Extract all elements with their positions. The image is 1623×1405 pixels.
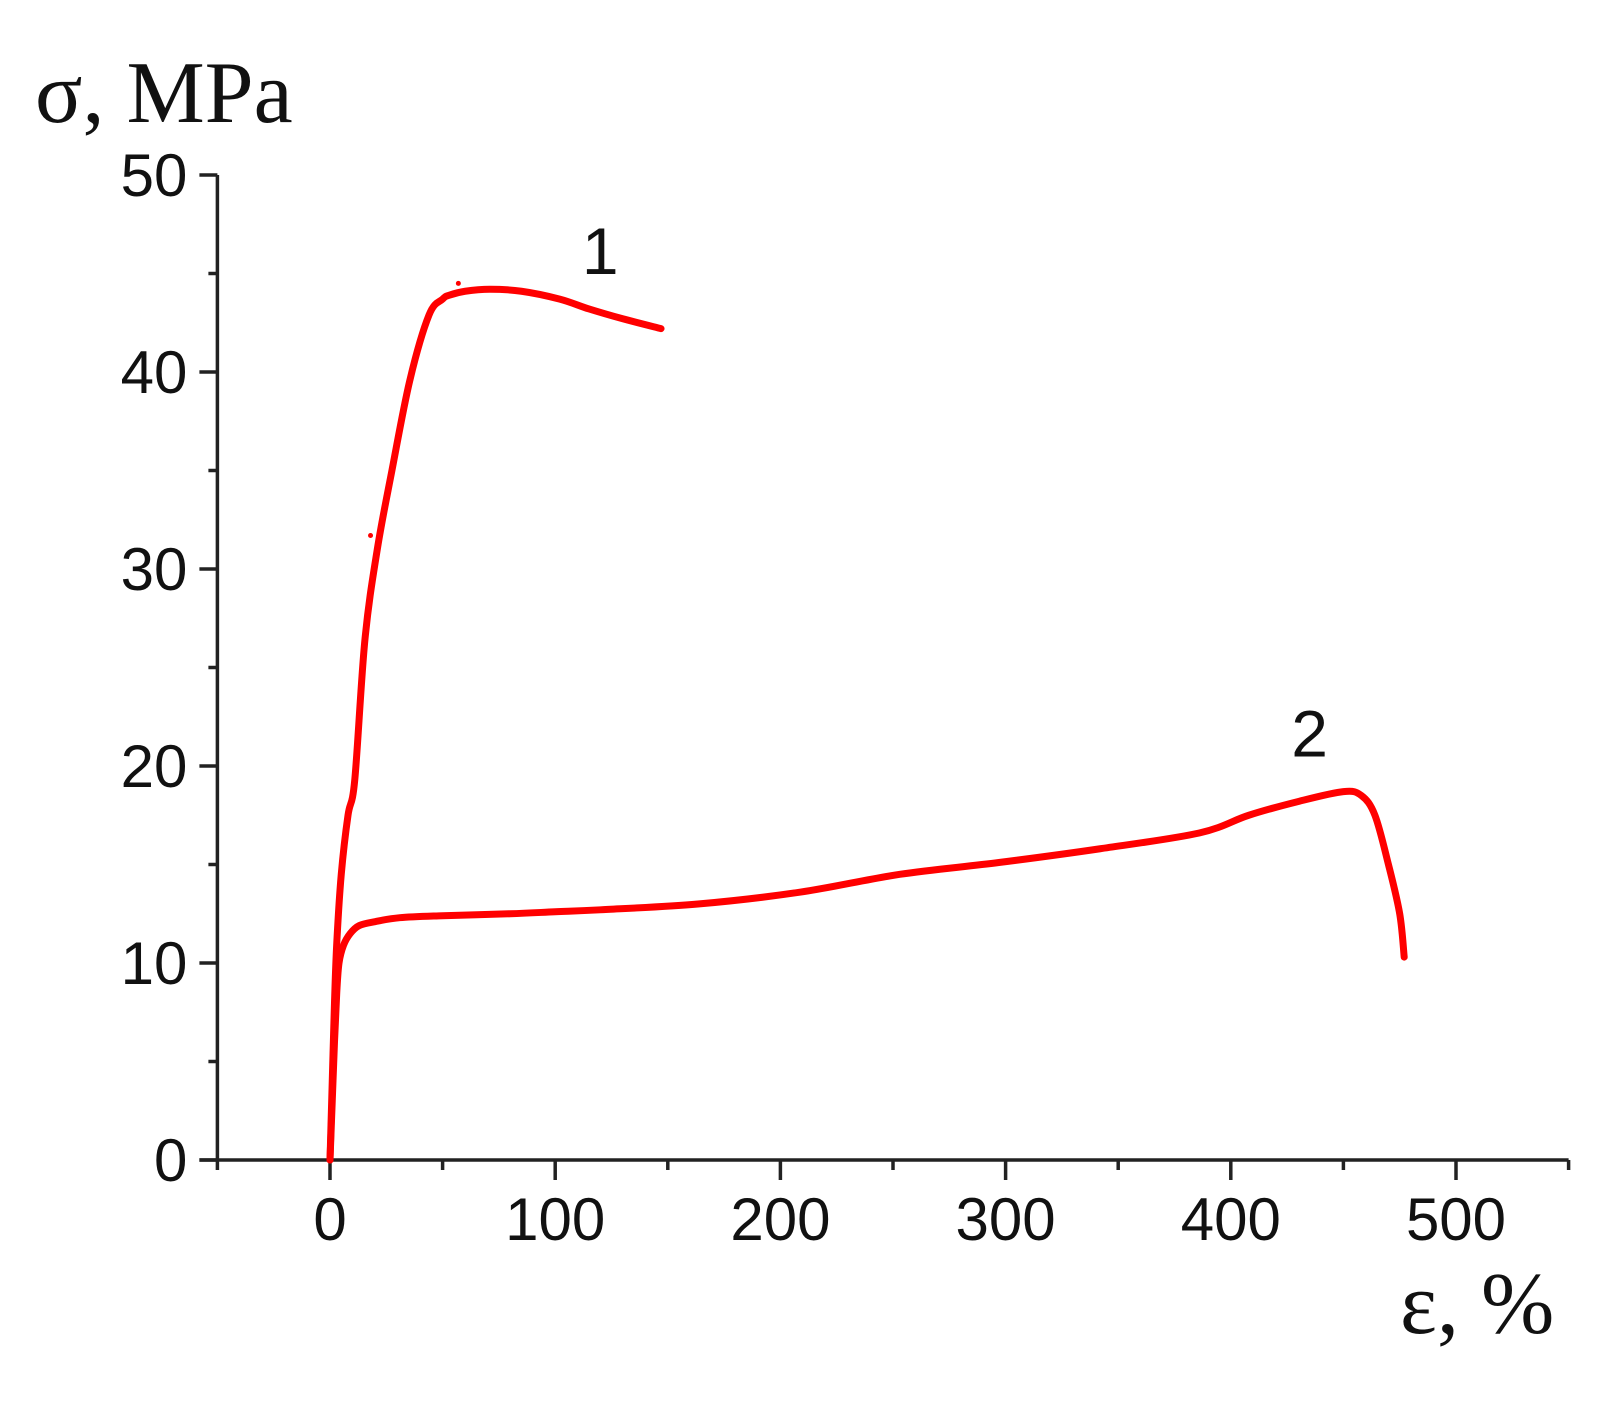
x-axis-title: ε, % [1400,1256,1554,1353]
x-tick-label: 200 [730,1186,830,1253]
x-tick-label: 0 [313,1186,346,1253]
y-tick-label: 40 [121,339,188,406]
stray-mark [455,280,461,286]
y-tick-label: 10 [121,930,188,997]
y-axis-ticks: 0 10 20 30 40 50 [121,142,218,1194]
x-tick-label: 500 [1406,1186,1506,1253]
x-tick-label: 100 [505,1186,605,1253]
curve-1-line [326,285,665,1164]
curve-1-label: 1 [582,214,619,288]
x-tick-label: 400 [1181,1186,1281,1253]
y-axis-title: σ, MPa [35,45,293,142]
curve-2-line [326,787,1408,1164]
x-tick-label: 300 [956,1186,1056,1253]
curve-2-label: 2 [1291,697,1328,771]
y-tick-label: 30 [121,536,188,603]
stray-mark [368,533,374,539]
series-group [326,280,1408,1164]
y-tick-label: 20 [121,733,188,800]
y-tick-label: 0 [154,1127,187,1194]
x-axis-ticks: 0 100 200 300 400 500 [215,1160,1571,1253]
y-tick-label: 50 [121,142,188,209]
